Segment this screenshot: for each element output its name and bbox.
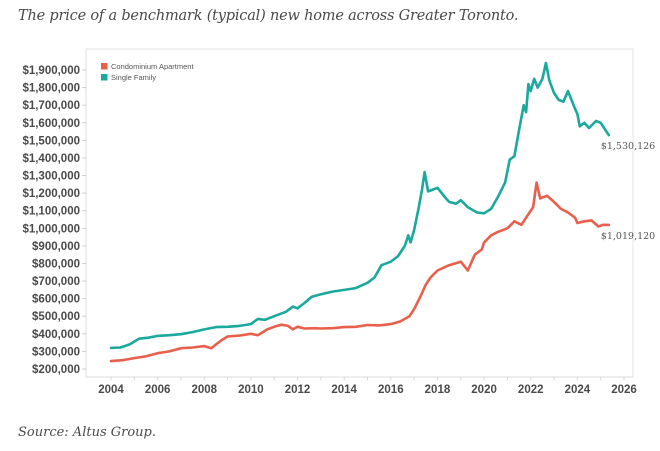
x-tick-label: 2022 — [518, 384, 544, 396]
x-tick-label: 2004 — [98, 384, 124, 396]
y-tick-label: $1,100,000 — [22, 206, 80, 218]
legend-swatch-condominium-apartment — [101, 63, 108, 70]
y-tick-label: $1,200,000 — [22, 188, 80, 200]
x-tick-label: 2012 — [285, 384, 311, 396]
x-tick-label: 2014 — [331, 384, 357, 396]
y-tick-label: $800,000 — [32, 258, 80, 270]
x-tick-label: 2026 — [611, 384, 637, 396]
y-tick-label: $1,400,000 — [22, 153, 80, 165]
x-tick-label: 2020 — [471, 384, 497, 396]
y-tick-label: $1,000,000 — [22, 223, 80, 235]
legend-label-single-family: Single Family — [111, 73, 156, 82]
y-tick-label: $1,500,000 — [22, 135, 80, 147]
x-tick-label: 2024 — [565, 384, 591, 396]
y-tick-label: $300,000 — [32, 346, 80, 358]
y-tick-label: $200,000 — [32, 364, 80, 376]
y-tick-label: $400,000 — [32, 329, 80, 341]
legend-label-condominium-apartment: Condominium Apartment — [111, 62, 194, 71]
y-tick-label: $1,900,000 — [22, 65, 80, 77]
series-line-single-family — [109, 61, 611, 350]
y-tick-label: $600,000 — [32, 294, 80, 306]
x-tick-label: 2008 — [191, 384, 217, 396]
y-tick-label: $1,300,000 — [22, 171, 80, 183]
x-tick-label: 2010 — [238, 384, 264, 396]
legend: Condominium Apartment Single Family — [101, 62, 194, 82]
end-value-label-condominium-apartment: $1,019,120 — [601, 231, 655, 242]
x-tick-label: 2006 — [145, 384, 171, 396]
y-tick-label: $900,000 — [32, 241, 80, 253]
chart-title: The price of a benchmark (typical) new h… — [18, 8, 519, 24]
y-axis: $200,000 $300,000 $400,000 $500,000 $600,000… — [22, 49, 87, 377]
x-tick-label: 2016 — [378, 384, 404, 396]
legend-swatch-single-family — [101, 74, 108, 81]
series-line-condominium-apartment — [109, 181, 611, 363]
y-tick-label: $1,800,000 — [22, 83, 80, 95]
y-tick-label: $1,600,000 — [22, 118, 80, 130]
series-group: $1,019,120 $1,530,126 — [109, 61, 655, 363]
end-value-label-single-family: $1,530,126 — [601, 141, 655, 152]
plot-frame — [85, 48, 634, 378]
y-tick-label: $700,000 — [32, 276, 80, 288]
y-tick-label: $500,000 — [32, 311, 80, 323]
source-note: Source: Altus Group. — [18, 425, 157, 440]
x-axis: 2004 2006 2008 2010 2012 2014 2016 2018 2020 2022… — [86, 376, 637, 396]
y-tick-label: $1,700,000 — [22, 100, 80, 112]
x-tick-label: 2018 — [425, 384, 451, 396]
